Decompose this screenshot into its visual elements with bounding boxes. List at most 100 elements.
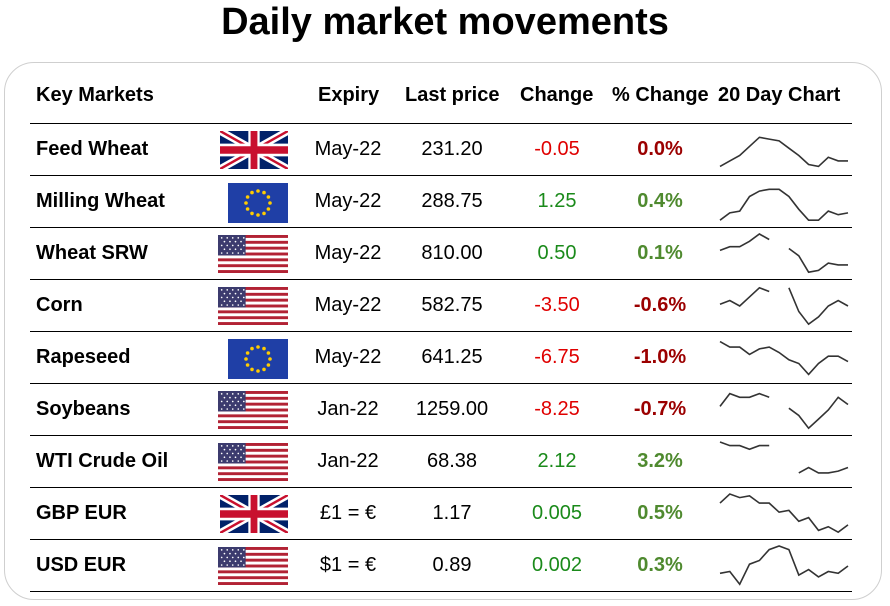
change-value: -3.50 [534,294,580,316]
sparkline-series [788,396,849,430]
table-row: USD EUR $1 = € 0.89 0.002 0.3% [30,539,852,591]
us-flag-icon [218,235,288,273]
expiry-value: May-22 [314,190,382,212]
us-flag-icon [218,547,288,585]
table-row: GBP EUR £1 = € 1.17 0.005 0.5% [30,487,852,539]
expiry-value: May-22 [314,138,382,160]
change-value: -8.25 [534,398,580,420]
expiry-value: May-22 [314,294,382,316]
change-value: 0.002 [531,554,583,576]
pct-change-value: 0.1% [637,242,683,264]
market-name: WTI Crude Oil [36,450,169,472]
last-price-value: 68.38 [426,450,478,472]
uk-flag-icon [216,131,290,169]
market-name: Feed Wheat [36,138,149,160]
table-bottom-divider [30,591,852,592]
expiry-value: $1 = € [319,554,377,576]
us-flag-icon [216,547,290,585]
page-title: Daily market movements [221,1,669,43]
us-flag-icon [216,235,290,273]
change-value: 2.12 [537,450,577,472]
sparkline-chart [719,493,849,534]
sparkline-20-day [716,490,852,538]
pct-change-value: 0.5% [637,502,683,524]
eu-flag-icon [216,183,290,223]
sparkline-20-day [716,282,852,330]
header-20-day-chart: 20 Day Chart [718,84,841,106]
sparkline-20-day [716,334,852,382]
pct-change-value: 0.4% [637,190,683,212]
sparkline-20-day [716,230,852,278]
sparkline-series [788,287,849,326]
sparkline-20-day [716,126,852,174]
sparkline-chart [719,340,849,376]
sparkline-series [719,188,849,222]
header-key-markets: Key Markets [36,84,154,106]
change-value: -0.05 [534,138,580,160]
sparkline-series [719,233,770,252]
expiry-value: May-22 [314,242,382,264]
table-row: Corn May-22 582.75 -3.50 -0.6% [30,279,852,331]
header-last-price: Last price [405,84,500,106]
market-name: Corn [36,294,83,316]
sparkline-series [719,136,848,168]
pct-change-value: -1.0% [633,346,687,368]
eu-flag-icon [228,183,288,223]
eu-flag-icon [228,339,288,379]
pct-change-value: 0.0% [637,138,683,160]
change-value: 0.50 [537,242,577,264]
market-name: USD EUR [36,554,127,576]
table-row: Wheat SRW May-22 810.00 0.50 0.1% [30,227,852,279]
pct-change-value: 0.3% [637,554,683,576]
us-flag-icon [216,287,290,325]
market-name: Soybeans [36,398,131,420]
market-name: GBP EUR [36,502,127,524]
uk-flag-icon [220,131,288,169]
last-price-value: 231.20 [421,138,483,160]
expiry-value: Jan-22 [317,450,379,472]
sparkline-chart [719,136,848,168]
last-price-value: 1.17 [432,502,472,524]
table-row: Rapeseed May-22 641.25 -6.75 -1.0% [30,331,852,383]
table-row: Soybeans Jan-22 1259.00 -8.25 -0.7% [30,383,852,435]
last-price-value: 641.25 [421,346,483,368]
sparkline-chart [719,286,849,326]
table-row: Milling Wheat May-22 288.75 1.25 0.4% [30,175,852,227]
sparkline-chart [719,545,849,586]
expiry-value: May-22 [314,346,382,368]
sparkline-20-day [716,178,852,226]
sparkline-series [719,392,770,407]
pct-change-value: -0.7% [633,398,687,420]
uk-flag-icon [220,495,288,533]
pct-change-value: -0.6% [633,294,687,316]
us-flag-icon [218,287,288,325]
eu-flag-icon [216,339,290,379]
sparkline-chart [719,233,848,274]
us-flag-icon [216,443,290,481]
sparkline-series [719,441,770,451]
last-price-value: 288.75 [421,190,483,212]
market-name: Rapeseed [36,346,131,368]
us-flag-icon [218,443,288,481]
change-value: 1.25 [537,190,577,212]
last-price-value: 0.89 [432,554,472,576]
sparkline-series [719,286,770,307]
change-value: 0.005 [531,502,583,524]
sparkline-chart [719,392,849,430]
last-price-value: 582.75 [421,294,483,316]
expiry-value: £1 = € [319,502,377,524]
sparkline-series [798,466,849,474]
sparkline-chart [719,441,849,474]
change-value: -6.75 [534,346,580,368]
header-change: Change [520,84,594,106]
sparkline-20-day [716,438,852,486]
us-flag-icon [216,391,290,429]
table-row: WTI Crude Oil Jan-22 68.38 2.12 3.2% [30,435,852,487]
sparkline-20-day [716,386,852,434]
expiry-value: Jan-22 [317,398,379,420]
sparkline-series [719,340,849,376]
sparkline-20-day [716,542,852,590]
uk-flag-icon [216,495,290,533]
sparkline-series [719,545,849,586]
us-flag-icon [218,391,288,429]
